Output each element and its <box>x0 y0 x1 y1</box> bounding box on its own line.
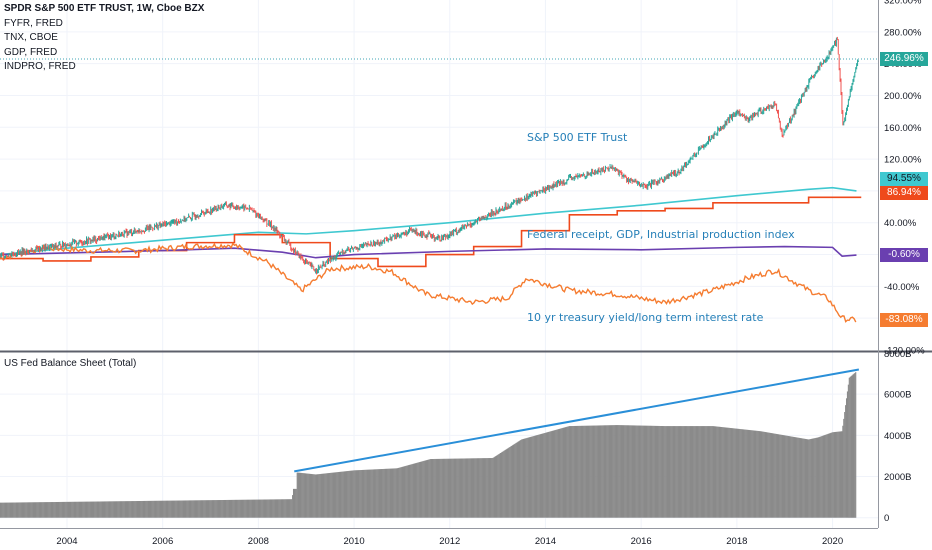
x-tick-label: 2010 <box>344 536 365 547</box>
series-tnx[interactable] <box>0 242 857 323</box>
x-tick-label: 2008 <box>248 536 269 547</box>
main-y-tick-label: -120.00% <box>884 346 925 357</box>
sub-y-tick-label: 8000B <box>884 349 911 360</box>
study-fyfr[interactable]: FYFR, FRED <box>4 17 63 29</box>
series-gdp[interactable] <box>0 186 857 256</box>
main-y-tick-label: 320.00% <box>884 0 922 7</box>
x-tick-label: 2016 <box>631 536 652 547</box>
x-tick-label: 2014 <box>535 536 556 547</box>
x-tick-label: 2006 <box>152 536 173 547</box>
x-tick-label: 2018 <box>726 536 747 547</box>
badge-tnx: -83.08% <box>880 313 928 327</box>
main-grid <box>0 0 878 528</box>
x-tick-label: 2012 <box>439 536 460 547</box>
main-y-tick-label: 40.00% <box>884 218 917 229</box>
x-tick-label: 2004 <box>56 536 77 547</box>
sub-panel <box>0 368 878 519</box>
main-y-tick-label: 280.00% <box>884 27 922 38</box>
symbol-title[interactable]: SPDR S&P 500 ETF TRUST, 1W, Cboe BZX <box>4 3 205 14</box>
main-y-tick-label: 120.00% <box>884 155 922 166</box>
time-axis[interactable]: 2004 2006 2008 2010 2012 2014 2016 2018 2020 <box>56 536 843 547</box>
fed-trendline[interactable] <box>294 368 860 473</box>
sub-y-tick-label: 4000B <box>884 431 911 442</box>
annotation-spy: S&P 500 ETF Trust <box>527 131 628 144</box>
annotation-tnx: 10 yr treasury yield/long term interest … <box>527 311 764 324</box>
study-gdp[interactable]: GDP, FRED <box>4 46 58 58</box>
main-series-layer <box>0 36 862 323</box>
fed-balance-bars <box>0 372 857 518</box>
main-y-tick-label: 160.00% <box>884 123 922 134</box>
study-indpro[interactable]: INDPRO, FRED <box>4 61 76 72</box>
sub-y-tick-label: 6000B <box>884 390 911 401</box>
sub-y-tick-label: 0 <box>884 513 889 524</box>
badge-fyfr: 86.94% <box>880 186 928 200</box>
main-panel <box>0 0 878 528</box>
sub-panel-title[interactable]: US Fed Balance Sheet (Total) <box>4 358 137 369</box>
fed-trendline-segment[interactable] <box>294 368 860 473</box>
sub-y-tick-label: 2000B <box>884 472 911 483</box>
badge-spy: 246.96% <box>880 52 928 66</box>
main-y-tick-label: 200.00% <box>884 91 922 102</box>
series-spy-candles[interactable] <box>0 36 859 275</box>
main-y-tick-label: -40.00% <box>884 282 920 293</box>
sub-price-axis[interactable]: 8000B 6000B 4000B 2000B 0 <box>884 349 911 524</box>
study-tnx[interactable]: TNX, CBOE <box>4 32 58 43</box>
annotation-macro: Federal receipt, GDP, Industrial product… <box>527 228 795 241</box>
badge-gdp: 94.55% <box>880 172 928 186</box>
x-tick-label: 2020 <box>822 536 843 547</box>
badge-indpro: -0.60% <box>880 248 928 262</box>
series-indpro[interactable] <box>0 245 857 259</box>
legend: SPDR S&P 500 ETF TRUST, 1W, Cboe BZX FYF… <box>4 2 204 75</box>
